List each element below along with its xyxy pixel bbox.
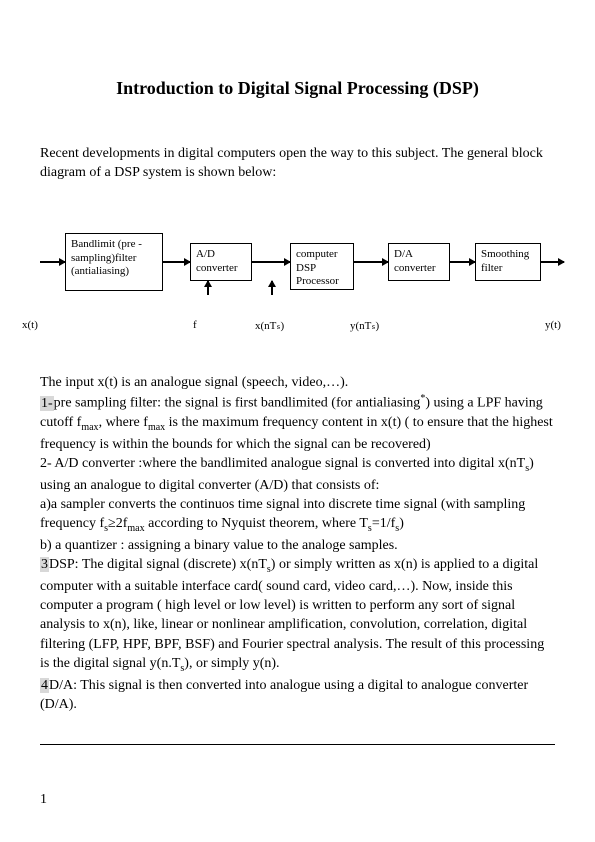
body-text: The input x(t) is an analogue signal (sp… bbox=[40, 373, 555, 714]
diagram-box-adc: A/D converter bbox=[190, 243, 252, 281]
diagram-arrow bbox=[450, 261, 475, 263]
page-title: Introduction to Digital Signal Processin… bbox=[40, 78, 555, 99]
divider bbox=[40, 744, 555, 745]
signal-label: y(nTₛ) bbox=[350, 319, 379, 332]
diagram-arrow bbox=[541, 261, 564, 263]
signal-label: y(t) bbox=[545, 319, 561, 331]
sub: max bbox=[127, 523, 144, 534]
signal-label: x(nTₛ) bbox=[255, 319, 284, 332]
page-number: 1 bbox=[40, 792, 47, 808]
diagram-arrow bbox=[252, 261, 290, 263]
body-line: ) or simply written as x(n) is applied t… bbox=[40, 557, 544, 671]
diagram-box-dac: D/A converter bbox=[388, 243, 450, 281]
diagram-box-smoothing: Smoothing filter bbox=[475, 243, 541, 281]
body-line: ≥2f bbox=[108, 516, 127, 531]
highlight: 1- bbox=[40, 396, 54, 411]
diagram-arrow bbox=[163, 261, 190, 263]
body-line: pre sampling filter: the signal is first… bbox=[54, 396, 421, 411]
body-line: D/A: This signal is then converted into … bbox=[40, 678, 528, 712]
sub: max bbox=[81, 422, 98, 433]
body-line: ), or simply y(n). bbox=[184, 656, 279, 671]
dsp-block-diagram: Bandlimit (pre - sampling)filter (antial… bbox=[40, 233, 555, 343]
diagram-vertical-arrow bbox=[207, 281, 209, 295]
body-line: , where f bbox=[99, 415, 148, 430]
body-line: ) bbox=[399, 516, 404, 531]
intro-text: Recent developments in digital computers… bbox=[40, 145, 555, 183]
body-line: b) a quantizer : assigning a binary valu… bbox=[40, 538, 398, 553]
diagram-arrow bbox=[354, 261, 388, 263]
signal-label: f bbox=[193, 319, 197, 331]
highlight: 4 bbox=[40, 678, 49, 693]
sub: max bbox=[148, 422, 165, 433]
diagram-vertical-arrow bbox=[271, 281, 273, 295]
body-line: DSP: The digital signal (discrete) x(nT bbox=[49, 557, 267, 572]
signal-label: x(t) bbox=[22, 319, 38, 331]
diagram-box-dsp: computer DSP Processor bbox=[290, 243, 354, 290]
body-line: 2- A/D converter :where the bandlimited … bbox=[40, 456, 525, 471]
body-line: The input x(t) is an analogue signal (sp… bbox=[40, 375, 348, 390]
diagram-box-bandlimit: Bandlimit (pre - sampling)filter (antial… bbox=[65, 233, 163, 291]
highlight: 3 bbox=[40, 557, 49, 572]
body-line: according to Nyquist theorem, where T bbox=[145, 516, 368, 531]
diagram-arrow bbox=[40, 261, 65, 263]
body-line: =1/f bbox=[372, 516, 395, 531]
